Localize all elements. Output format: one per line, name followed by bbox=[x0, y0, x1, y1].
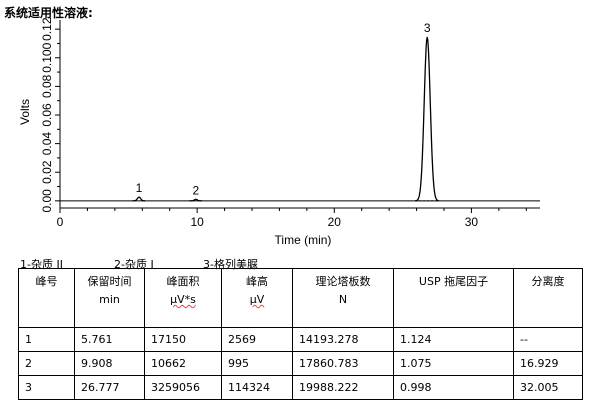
header-plates: 理论塔板数 N bbox=[292, 268, 394, 328]
chart-marks: 1 2 3 bbox=[60, 21, 540, 202]
table-cell: 17150 bbox=[144, 327, 222, 352]
peak-1 bbox=[132, 196, 146, 202]
y-tick-label: 0.02 bbox=[40, 160, 54, 184]
header-tailing: USP 拖尾因子 bbox=[393, 268, 514, 328]
table-cell: 1 bbox=[18, 327, 75, 352]
peak-label: 1 bbox=[136, 181, 143, 195]
table-cell: 5.761 bbox=[74, 327, 145, 352]
y-tick-label: 0.06 bbox=[40, 103, 54, 127]
legend-item-2: 2-杂质 I bbox=[114, 258, 154, 271]
table-cell: 3259056 bbox=[144, 375, 222, 400]
peak-3 bbox=[415, 36, 439, 202]
x-tick-label: 30 bbox=[465, 215, 479, 229]
x-axis-title: Time (min) bbox=[275, 233, 332, 247]
table-row: 2 9.908 10662 995 17860.783 1.075 16.929 bbox=[18, 351, 583, 376]
table-cell: 10662 bbox=[144, 351, 222, 376]
header-retention-time: 保留时间 min bbox=[74, 268, 145, 328]
table-cell: 9.908 bbox=[74, 351, 145, 376]
x-tick-label: 10 bbox=[190, 215, 204, 229]
results-table: 峰号 保留时间 min 峰面积 μV*s 峰高 μV 理论塔板数 N USP 拖尾因子 … bbox=[18, 268, 583, 400]
table-cell: 26.777 bbox=[74, 375, 145, 400]
table-cell: 1.075 bbox=[393, 351, 514, 376]
table-cell: 2 bbox=[18, 351, 75, 376]
table-row: 3 26.777 3259056 114324 19988.222 0.998 … bbox=[18, 375, 583, 400]
table-cell: 0.998 bbox=[393, 375, 514, 400]
table-cell: 995 bbox=[221, 351, 293, 376]
section-heading: 系统适用性溶液: bbox=[4, 6, 93, 20]
legend-item-1: 1-杂质 II bbox=[20, 258, 63, 271]
header-peak-no: 峰号 bbox=[18, 268, 75, 328]
table-cell: 3 bbox=[18, 375, 75, 400]
header-peak-height: 峰高 μV bbox=[221, 268, 293, 328]
peak-label: 3 bbox=[424, 21, 431, 35]
peak-2 bbox=[189, 198, 203, 202]
header-peak-area: 峰面积 μV*s bbox=[144, 268, 222, 328]
table-cell: 1.124 bbox=[393, 327, 514, 352]
y-axis-title: Volts bbox=[18, 99, 32, 125]
table-cell: 14193.278 bbox=[292, 327, 394, 352]
y-tick-label: 0.08 bbox=[40, 74, 54, 98]
x-tick-label: 0 bbox=[57, 215, 64, 229]
y-tick-label: 0.00 bbox=[40, 189, 54, 213]
table-header-row: 峰号 保留时间 min 峰面积 μV*s 峰高 μV 理论塔板数 N USP 拖尾因子 … bbox=[18, 268, 583, 328]
table-row: 1 5.761 17150 2569 14193.278 1.124 -- bbox=[18, 327, 583, 352]
table-cell: 2569 bbox=[221, 327, 293, 352]
y-tick-label: 0.100 bbox=[40, 42, 54, 72]
legend-item-3: 3-格列美脲 bbox=[203, 258, 258, 271]
x-tick-label: 20 bbox=[328, 215, 342, 229]
table-cell: 16.929 bbox=[513, 351, 583, 376]
peak-label: 2 bbox=[193, 183, 200, 197]
table-cell: 17860.783 bbox=[292, 351, 394, 376]
y-tick-label: 0.04 bbox=[40, 132, 54, 156]
y-tick-label: 0.12 bbox=[40, 17, 54, 41]
table-cell: 114324 bbox=[221, 375, 293, 400]
table-cell: 32.005 bbox=[513, 375, 583, 400]
table-cell: -- bbox=[513, 327, 583, 352]
table-cell: 19988.222 bbox=[292, 375, 394, 400]
header-resolution: 分离度 bbox=[513, 268, 583, 328]
